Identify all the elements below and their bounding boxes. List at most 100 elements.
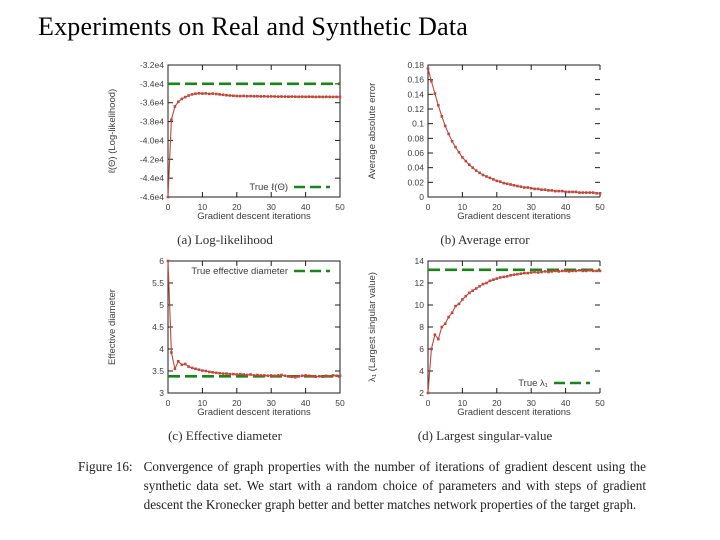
series-point bbox=[324, 374, 328, 378]
series-point bbox=[464, 294, 468, 298]
plot-largest-singular-value: 0 10 20 30 40 50 14 12 10 8 6 4 2 True λ₁ Gradient des… bbox=[345, 249, 625, 444]
series-point bbox=[529, 271, 533, 274]
series-point bbox=[290, 95, 294, 98]
series-point bbox=[187, 94, 190, 97]
y-tick-label: 0.18 bbox=[407, 60, 424, 70]
y-tick-label: 0 bbox=[419, 192, 424, 202]
series-point bbox=[273, 374, 276, 378]
x-tick-label: 40 bbox=[561, 202, 571, 212]
series-point bbox=[430, 79, 433, 83]
series-point bbox=[180, 363, 184, 367]
series-point bbox=[304, 374, 307, 377]
x-tick-label: 30 bbox=[526, 398, 536, 408]
series-point bbox=[474, 287, 478, 290]
series-point bbox=[595, 192, 598, 195]
series-point bbox=[450, 140, 454, 143]
series-point bbox=[177, 360, 180, 363]
series-point bbox=[170, 351, 173, 354]
y-tick-label: 0.08 bbox=[407, 133, 424, 143]
series-point bbox=[242, 94, 245, 98]
series-point bbox=[433, 92, 437, 95]
y-tick-label: -4.0e4 bbox=[140, 135, 164, 145]
y-tick-label: -4.2e4 bbox=[140, 154, 164, 164]
series-point bbox=[550, 189, 554, 192]
series-point bbox=[197, 368, 201, 371]
figure-caption: Figure 16: Convergence of graph properti… bbox=[78, 458, 646, 514]
series-point bbox=[495, 179, 499, 183]
x-tick-label: 10 bbox=[198, 398, 208, 408]
series-point bbox=[495, 277, 499, 280]
series-point bbox=[471, 289, 474, 292]
series-point bbox=[478, 285, 481, 288]
series-point bbox=[430, 347, 433, 351]
series-point bbox=[478, 171, 481, 175]
series-point bbox=[598, 269, 602, 273]
series-point bbox=[211, 371, 214, 374]
series-point bbox=[294, 95, 297, 98]
y-tick-label: 6 bbox=[419, 344, 424, 354]
series-point bbox=[228, 94, 232, 97]
series-point bbox=[225, 93, 228, 97]
series-point bbox=[581, 191, 585, 194]
y-axis-label: Average absolute error bbox=[367, 83, 378, 179]
series-point bbox=[474, 169, 478, 172]
slide-title: Experiments on Real and Synthetic Data bbox=[38, 12, 468, 41]
subcaption-c: (c) Effective diameter bbox=[168, 428, 282, 443]
series-point bbox=[252, 374, 256, 377]
series-point bbox=[300, 95, 304, 98]
series-point bbox=[505, 182, 509, 186]
series-point bbox=[232, 372, 235, 376]
y-tick-label: 4.5 bbox=[152, 322, 164, 332]
series-point bbox=[331, 95, 335, 99]
series-point bbox=[328, 95, 331, 99]
series-point bbox=[443, 322, 447, 325]
series-point bbox=[331, 374, 335, 377]
subcaption-b: (b) Average error bbox=[440, 232, 530, 247]
series-point bbox=[564, 269, 567, 273]
series-point bbox=[204, 92, 208, 95]
y-tick-label: 0.06 bbox=[407, 148, 424, 158]
plot-effective-diameter: 0 10 20 30 40 50 6 5.5 5 4.5 4 3.5 3 True effective d… bbox=[85, 249, 365, 444]
series-point bbox=[177, 100, 180, 104]
x-axis-label: Gradient descent iterations bbox=[457, 407, 571, 418]
series-point bbox=[338, 95, 342, 99]
x-tick-label: 50 bbox=[595, 202, 605, 212]
series-point bbox=[201, 92, 204, 95]
plot-average-error: 0 10 20 30 40 50 0.18 0.16 0.14 0.12 0.1 0.08 0.06 0.… bbox=[345, 53, 625, 248]
series-point bbox=[259, 374, 263, 377]
series-point bbox=[307, 374, 311, 378]
series-point bbox=[245, 373, 249, 377]
series-point bbox=[218, 371, 221, 375]
series-point bbox=[252, 95, 256, 98]
series-point bbox=[235, 94, 239, 98]
series-point bbox=[447, 132, 450, 136]
series-point bbox=[591, 269, 595, 273]
series-point bbox=[173, 105, 177, 108]
series-point bbox=[519, 185, 523, 188]
series-point bbox=[283, 95, 287, 98]
y-axis-label: Effective diameter bbox=[107, 289, 118, 365]
series-point bbox=[560, 269, 564, 273]
series-point bbox=[540, 188, 543, 191]
y-axis-label: ℓ(Θ) (Log-likelihood) bbox=[107, 89, 118, 173]
series-point bbox=[335, 95, 338, 99]
series-point bbox=[328, 375, 331, 378]
series-point bbox=[447, 315, 450, 319]
series-point bbox=[245, 94, 249, 98]
series-point bbox=[426, 391, 430, 395]
series-point bbox=[183, 95, 187, 99]
series-point bbox=[300, 374, 304, 378]
series-point bbox=[280, 373, 283, 377]
y-axis-label: λ₁ (Largest singular value) bbox=[367, 272, 378, 382]
series-point bbox=[238, 372, 242, 376]
series-point bbox=[598, 192, 602, 195]
series-point bbox=[180, 97, 184, 101]
series-point bbox=[550, 270, 554, 273]
y-tick-label: -3.6e4 bbox=[140, 98, 164, 108]
x-tick-label: 0 bbox=[426, 202, 431, 212]
x-tick-label: 20 bbox=[492, 202, 502, 212]
series-point bbox=[190, 93, 194, 96]
x-tick-label: 40 bbox=[301, 202, 311, 212]
x-tick-label: 50 bbox=[595, 398, 605, 408]
series-point bbox=[208, 370, 211, 374]
